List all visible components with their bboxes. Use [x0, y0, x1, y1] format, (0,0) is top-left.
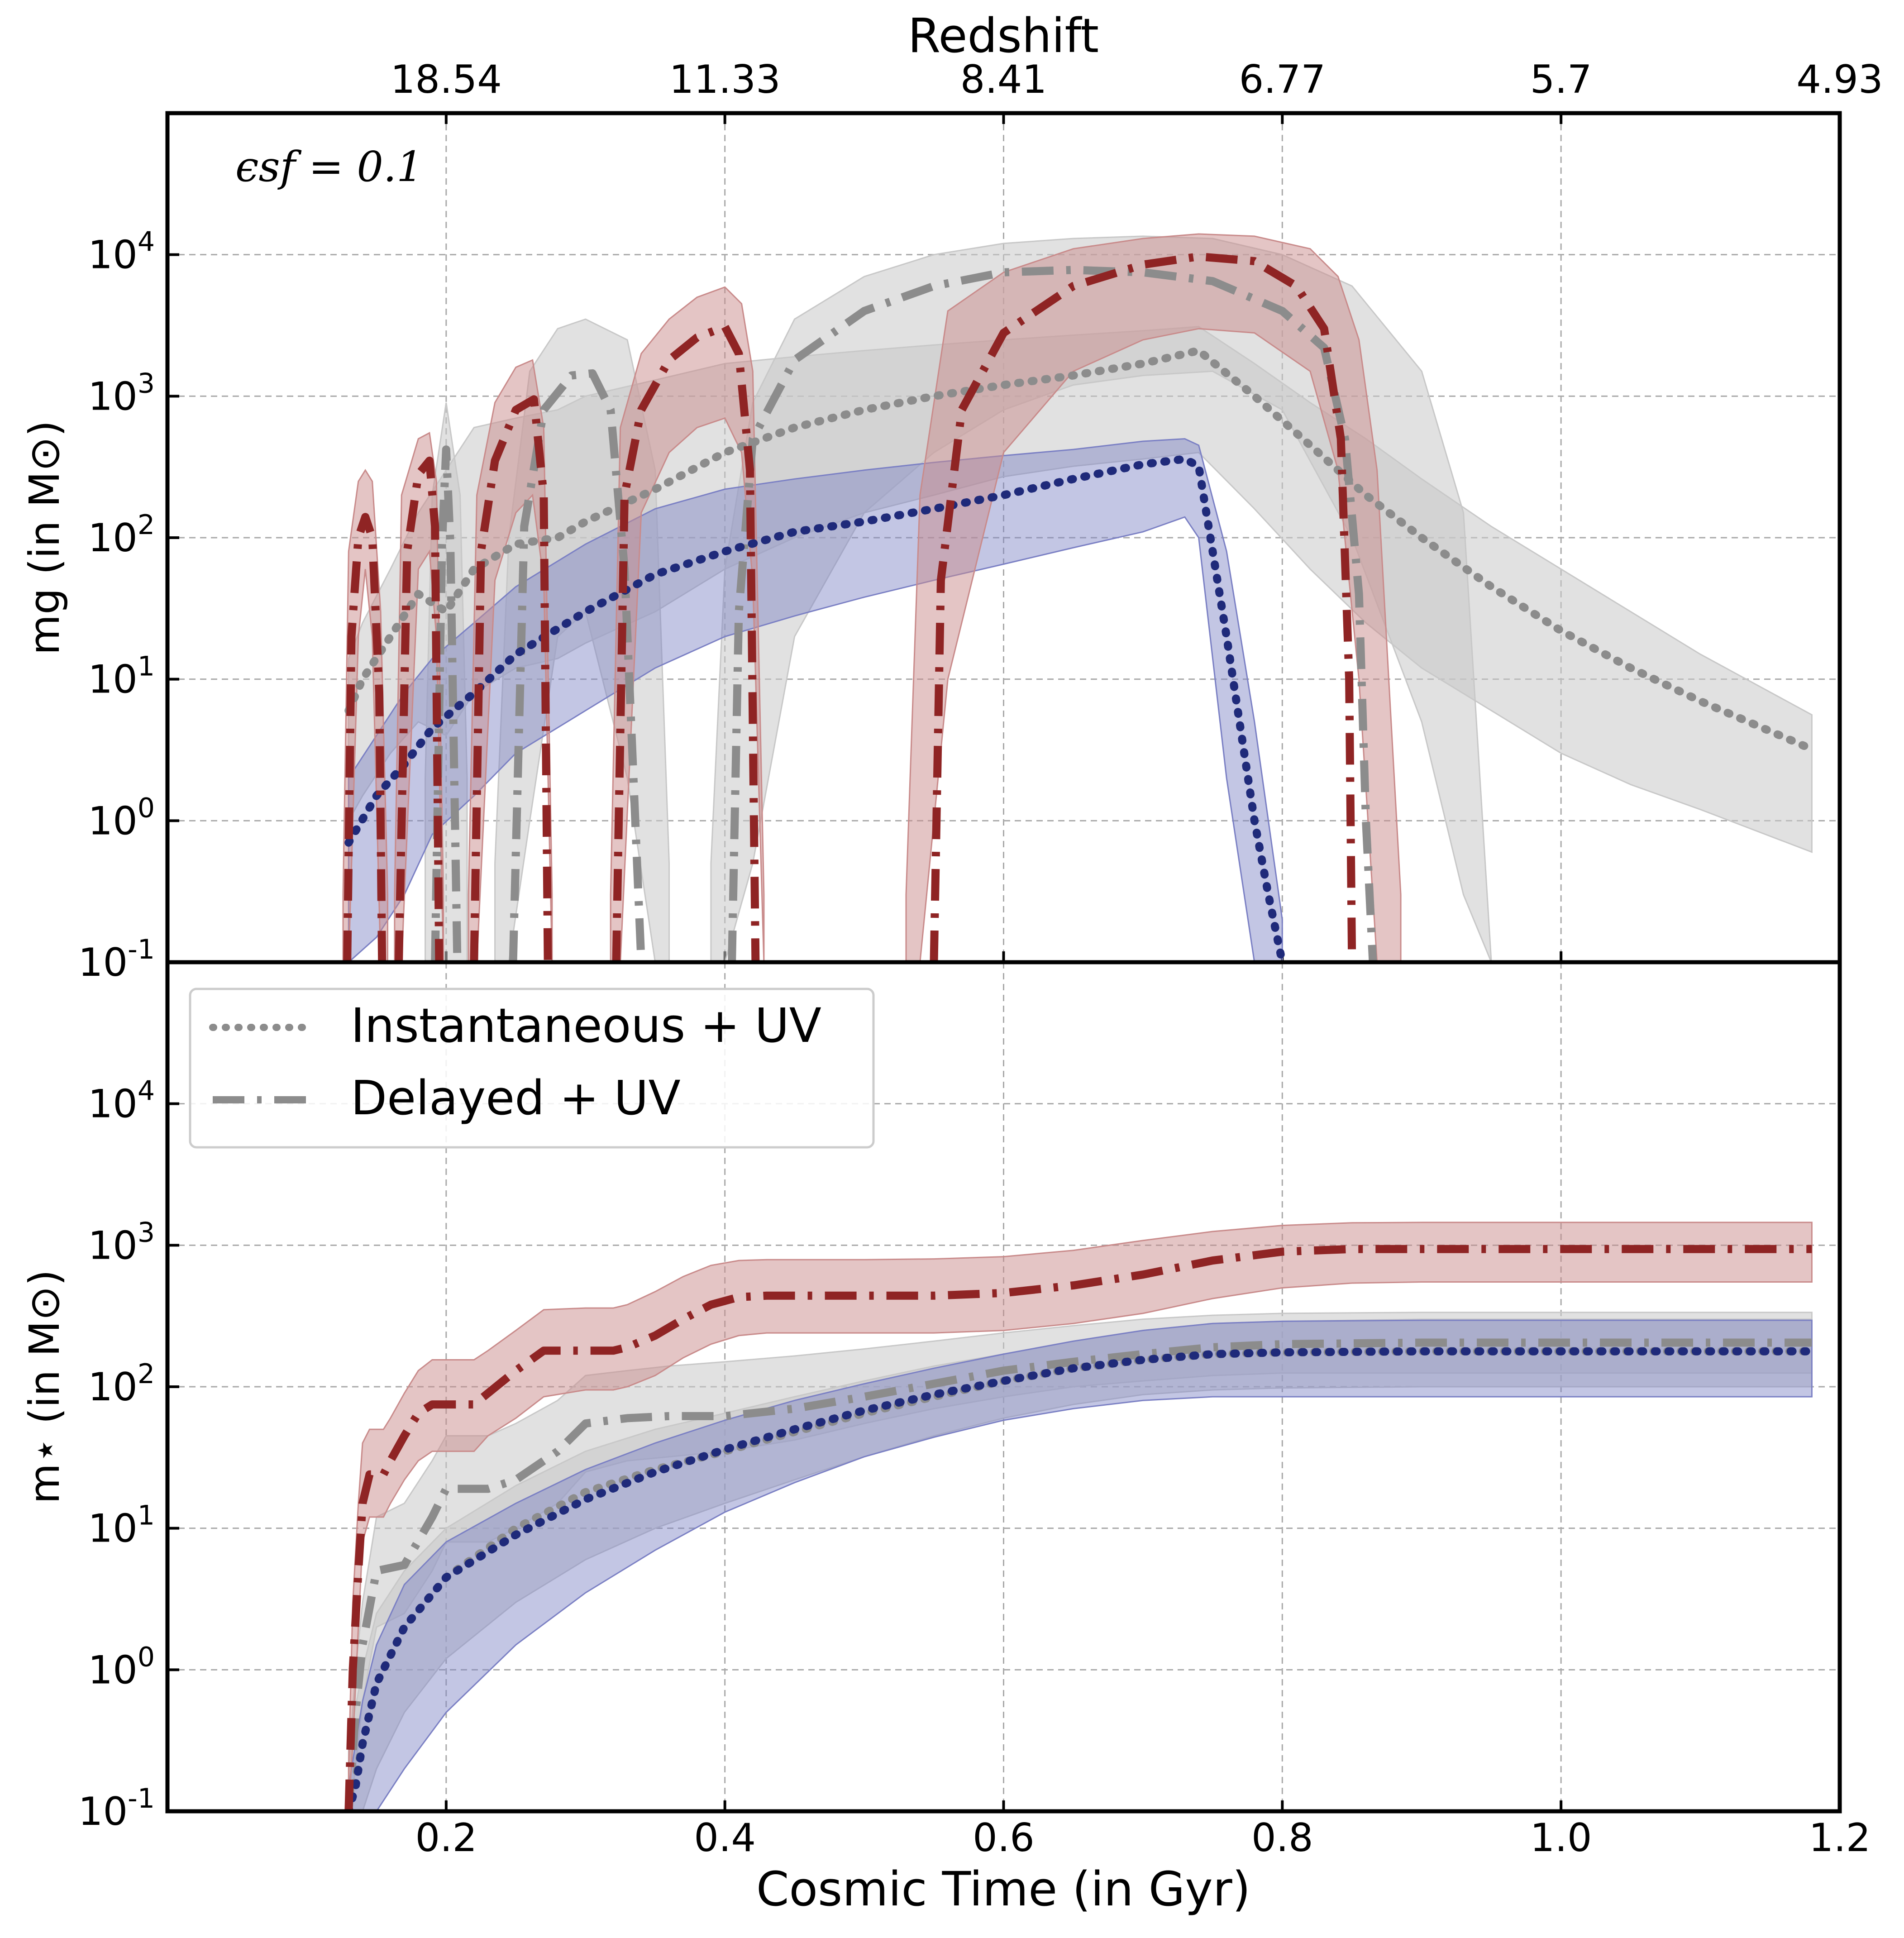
- redshift-tick-label: 8.41: [960, 57, 1047, 102]
- bottom-panel-lines: [344, 1245, 1816, 1811]
- top-y-axis-label: mg (in M⊙): [20, 420, 69, 655]
- x-tick-label: 0.2: [415, 1815, 477, 1861]
- top-line-red_delayed-3: [612, 322, 760, 962]
- legend-label-delayed: Delayed + UV: [351, 1070, 681, 1126]
- top-line-grey_instant: [344, 346, 1816, 754]
- redshift-tick-label: 6.77: [1239, 57, 1326, 102]
- bottom-line-blue_instant: [344, 1347, 1816, 1811]
- top-band-grey_delayed-2: [710, 235, 1492, 962]
- top-y-tick-label: 102: [88, 509, 155, 561]
- top-line-blue_instant: [344, 455, 1287, 962]
- top-y-tick-label: 100: [88, 792, 155, 844]
- redshift-axis-ticks: 18.54 11.33 8.41 6.77 5.7 4.93: [391, 57, 1883, 124]
- legend-label-instantaneous: Instantaneous + UV: [351, 998, 821, 1053]
- top-line-grey_delayed-1: [509, 369, 645, 962]
- redshift-tick-label: 5.7: [1530, 57, 1592, 102]
- bottom-band-red_delayed: [348, 1222, 1813, 1811]
- bottom-y-tick-label: 103: [88, 1217, 155, 1268]
- top-band-red_delayed-3: [610, 286, 765, 962]
- top-line-red_delayed-0: [343, 513, 387, 962]
- bottom-panel-y-ticks: 10-1 100 101 102 103 104: [78, 1075, 179, 1834]
- top-band-blue_instant: [348, 438, 1283, 962]
- top-band-red_delayed-4: [905, 233, 1402, 962]
- top-y-tick-label: 103: [88, 368, 155, 419]
- redshift-tick-label: 18.54: [391, 57, 502, 102]
- bottom-y-axis-label: m⋆ (in M⊙): [20, 1270, 69, 1504]
- bottom-line-grey_delayed: [344, 1338, 1812, 1811]
- redshift-tick-label: 11.33: [669, 57, 781, 102]
- top-line-grey_delayed-0: [431, 445, 462, 962]
- top-line-red_delayed-4: [930, 252, 1356, 962]
- legend-box: [189, 988, 875, 1149]
- bottom-band-blue_instant: [348, 1319, 1813, 1811]
- redshift-axis-label: Redshift: [908, 8, 1099, 63]
- bottom-y-tick-label: 102: [88, 1358, 155, 1410]
- top-y-tick-label: 10-1: [78, 934, 155, 985]
- redshift-tick-label: 4.93: [1796, 57, 1883, 102]
- x-tick-label: 0.6: [973, 1815, 1035, 1861]
- x-tick-label: 0.8: [1251, 1815, 1313, 1861]
- top-panel-y-ticks: 10-1 100 101 102 103 104: [78, 226, 179, 985]
- bottom-y-tick-label: 10-1: [78, 1783, 155, 1834]
- x-axis-ticks: 0.2 0.4 0.6 0.8 1.0 1.2: [415, 1815, 1871, 1861]
- bottom-y-tick-label: 101: [88, 1500, 155, 1551]
- legend: Instantaneous + UV Delayed + UV: [189, 988, 875, 1149]
- bottom-panel-bands: [348, 1222, 1813, 1811]
- x-tick-label: 1.0: [1530, 1815, 1592, 1861]
- bottom-y-tick-label: 104: [88, 1075, 155, 1127]
- top-line-red_delayed-1: [395, 456, 444, 962]
- top-line-red_delayed-2: [470, 395, 552, 962]
- x-tick-label: 1.2: [1809, 1815, 1871, 1861]
- bottom-y-tick-label: 100: [88, 1641, 155, 1693]
- top-panel: 10-1 100 101 102 103 104 ϵsf = 0.1 mg (in M⊙): [20, 113, 1840, 985]
- x-axis-label: Cosmic Time (in Gyr): [756, 1862, 1250, 1917]
- top-y-tick-label: 104: [88, 226, 155, 278]
- bottom-panel: 10-1 100 101 102 103 104 m⋆ (in M⊙) Instantan…: [20, 962, 1840, 1834]
- x-tick-label: 0.4: [694, 1815, 756, 1861]
- panel-annotation: ϵsf = 0.1: [235, 143, 423, 191]
- top-y-tick-label: 101: [88, 651, 155, 702]
- top-panel-lines: [343, 252, 1816, 962]
